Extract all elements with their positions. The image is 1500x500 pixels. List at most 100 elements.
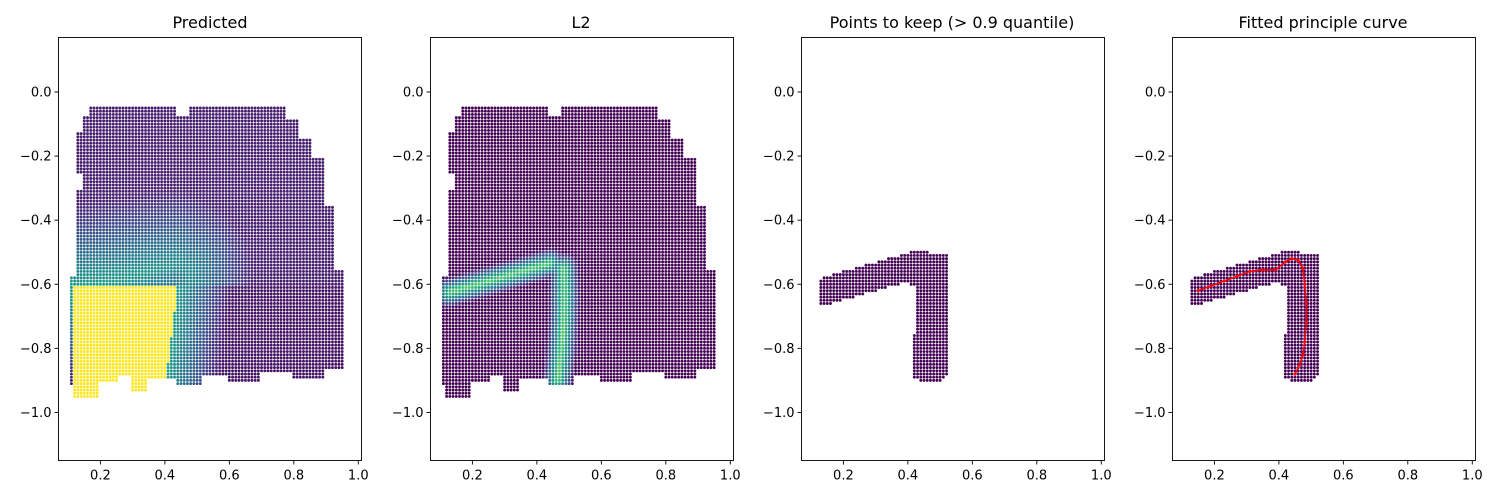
data-point xyxy=(137,241,141,245)
data-point xyxy=(156,145,160,148)
data-point xyxy=(124,228,128,232)
data-point xyxy=(192,292,196,296)
data-point xyxy=(140,292,144,296)
data-point xyxy=(156,180,160,184)
data-point xyxy=(82,286,86,289)
data-point xyxy=(224,212,228,216)
data-point xyxy=(102,218,106,222)
data-point xyxy=(108,125,112,129)
data-point xyxy=(121,128,125,132)
data-point xyxy=(227,250,231,254)
data-point xyxy=(89,132,93,136)
data-point xyxy=(98,298,102,302)
data-point xyxy=(169,199,173,203)
data-point xyxy=(115,334,118,337)
data-point xyxy=(189,228,193,232)
data-point xyxy=(153,279,157,283)
data-point xyxy=(89,298,93,302)
data-point xyxy=(189,250,193,254)
data-point xyxy=(69,366,73,370)
data-point xyxy=(169,330,173,334)
data-point xyxy=(163,321,167,325)
data-point xyxy=(189,151,193,155)
data-point xyxy=(166,116,170,120)
data-point xyxy=(82,378,86,382)
data-point xyxy=(108,116,112,120)
data-point xyxy=(195,209,199,212)
data-point xyxy=(237,305,241,309)
data-point xyxy=(118,244,122,248)
data-point xyxy=(89,279,93,283)
data-point xyxy=(205,135,209,139)
data-point xyxy=(240,177,244,180)
data-point xyxy=(137,132,141,136)
data-point xyxy=(244,318,247,321)
data-point xyxy=(108,151,112,155)
data-point xyxy=(69,356,73,360)
data-point xyxy=(240,154,244,158)
data-point xyxy=(240,247,244,251)
data-point xyxy=(256,321,260,325)
data-point xyxy=(131,199,135,203)
data-point xyxy=(240,253,244,257)
data-point xyxy=(195,282,199,286)
data-point xyxy=(124,141,128,145)
data-point xyxy=(179,164,183,168)
data-point xyxy=(173,273,176,277)
data-point xyxy=(234,359,238,363)
data-point xyxy=(131,244,135,248)
data-point xyxy=(173,314,176,318)
data-point xyxy=(189,372,193,376)
data-point xyxy=(224,138,228,142)
data-point xyxy=(79,378,83,382)
data-point xyxy=(240,362,244,366)
data-point xyxy=(111,282,115,286)
data-point xyxy=(250,375,254,379)
data-point xyxy=(124,247,128,251)
data-point xyxy=(198,228,202,232)
data-point xyxy=(111,145,115,148)
data-point xyxy=(134,225,138,229)
data-point xyxy=(105,167,109,171)
data-point xyxy=(173,119,176,123)
data-point xyxy=(156,257,160,261)
data-point xyxy=(82,135,86,139)
data-point xyxy=(121,148,125,152)
data-point xyxy=(118,346,122,350)
data-point xyxy=(231,350,235,353)
data-point xyxy=(150,314,154,318)
data-point xyxy=(173,244,176,248)
data-point xyxy=(247,138,251,142)
data-point xyxy=(140,343,144,347)
data-point xyxy=(124,205,128,209)
data-point xyxy=(237,234,241,238)
data-point xyxy=(153,148,157,152)
data-point xyxy=(124,244,128,248)
data-point xyxy=(121,180,125,184)
data-point xyxy=(95,193,99,196)
data-point xyxy=(160,141,164,145)
data-point xyxy=(137,385,141,389)
data-point xyxy=(237,183,241,187)
data-point xyxy=(163,318,167,321)
data-point xyxy=(166,237,170,241)
data-point xyxy=(179,157,183,161)
data-point xyxy=(166,321,170,325)
data-point xyxy=(202,193,206,196)
data-point xyxy=(105,173,109,177)
data-point xyxy=(166,186,170,190)
data-point xyxy=(105,337,109,341)
data-point xyxy=(86,362,89,366)
data-point xyxy=(176,247,180,251)
data-point xyxy=(86,295,89,299)
data-point xyxy=(150,119,154,123)
data-point xyxy=(227,228,231,232)
data-point xyxy=(89,205,93,209)
data-point xyxy=(163,289,167,293)
data-point xyxy=(231,205,235,209)
data-point xyxy=(108,141,112,145)
data-point xyxy=(240,132,244,136)
data-point xyxy=(156,321,160,325)
data-point xyxy=(234,157,238,161)
data-point xyxy=(140,116,144,120)
